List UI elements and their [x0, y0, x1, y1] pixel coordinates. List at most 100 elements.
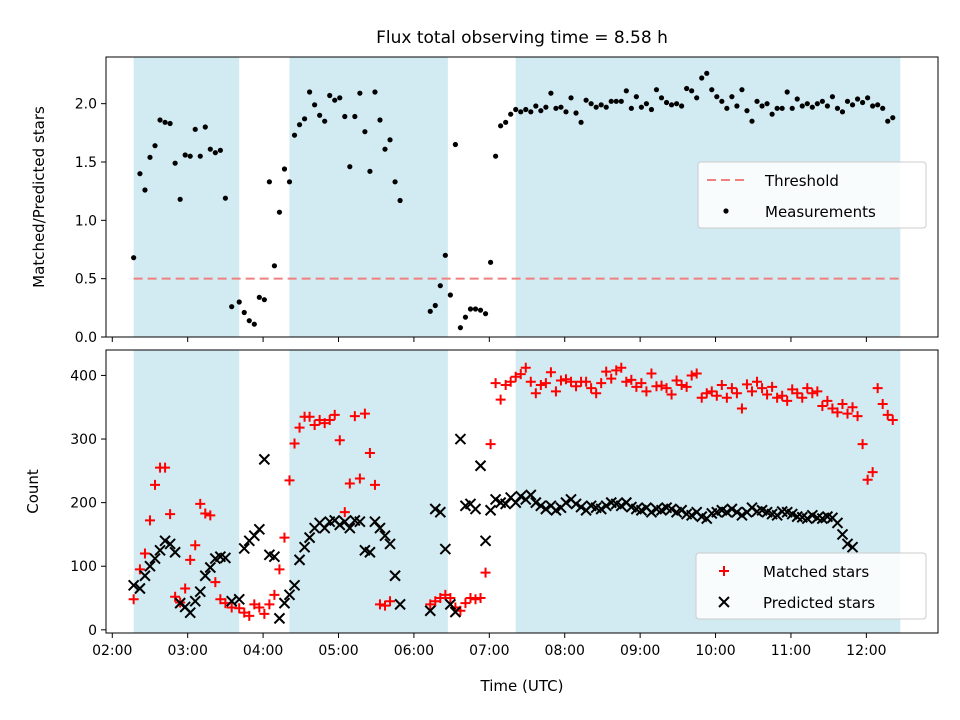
- measurement-point: [172, 160, 178, 166]
- measurement-point: [809, 104, 815, 110]
- legend-label: Measurements: [765, 203, 876, 221]
- matched-stars-point: [425, 599, 436, 610]
- measurement-point: [724, 105, 730, 111]
- matched-stars-point: [757, 383, 768, 394]
- measurement-point: [229, 304, 235, 310]
- predicted-stars-point: [253, 523, 266, 536]
- predicted-stars-point: [595, 503, 607, 515]
- measurement-point: [764, 101, 770, 107]
- matched-stars-point: [721, 392, 732, 403]
- matched-stars-point: [465, 593, 476, 604]
- measurement-point: [518, 109, 524, 115]
- matched-stars-point: [515, 369, 526, 380]
- measurement-point: [508, 111, 514, 117]
- measurement-point: [578, 119, 584, 125]
- measurement-point: [583, 97, 589, 103]
- predicted-stars-point: [736, 509, 748, 522]
- measurement-point: [447, 292, 453, 298]
- predicted-stars-point: [233, 593, 245, 606]
- matched-stars-point: [882, 409, 893, 420]
- measurement-point: [694, 95, 700, 101]
- matched-stars-point: [530, 388, 541, 399]
- measurement-point: [312, 102, 318, 108]
- predicted-stars-point: [273, 612, 286, 625]
- predicted-stars-point: [364, 546, 376, 558]
- axes-frame: [105, 349, 939, 634]
- matched-stars-point: [611, 365, 622, 376]
- measurement-point: [709, 87, 715, 93]
- measurement-point: [392, 179, 398, 185]
- measurement-point: [513, 106, 519, 113]
- measurement-point: [487, 259, 494, 265]
- measurement-point: [749, 118, 755, 124]
- measurement-point: [427, 308, 433, 314]
- measurement-point: [307, 89, 313, 95]
- matched-stars-point: [571, 381, 582, 392]
- matched-stars-point: [215, 594, 226, 605]
- matched-stars-point: [782, 395, 793, 406]
- measurement-point: [839, 109, 846, 115]
- matched-stars-point: [259, 608, 270, 619]
- measurement-point: [854, 96, 861, 102]
- matched-stars-point: [787, 384, 798, 395]
- measurement-point: [217, 147, 223, 153]
- measurement-point: [759, 103, 765, 109]
- predicted-stars-point: [394, 598, 406, 611]
- measurement-point: [658, 95, 665, 101]
- matched-stars-point: [144, 515, 155, 526]
- measurement-point: [613, 98, 619, 104]
- matched-stars-point: [430, 596, 441, 607]
- ratio-panel: 0.0 0.5 1.0 1.5 2.0 Matched/Predicted stars Th…: [30, 56, 939, 346]
- measurement-point: [633, 94, 639, 100]
- x-tick-label: 06:00: [394, 643, 434, 659]
- y-tick-label: 300: [70, 432, 97, 448]
- matched-stars-point: [205, 510, 216, 521]
- predicted-stars-point: [515, 490, 527, 502]
- measurement-point: [261, 297, 267, 303]
- predicted-stars-point: [303, 531, 316, 544]
- matched-stars-point: [762, 389, 773, 400]
- predicted-stars-point: [439, 543, 452, 555]
- legend-box: [697, 161, 927, 229]
- measurement-point: [432, 302, 438, 309]
- matched-stars-point: [354, 473, 365, 484]
- legend-label: Matched stars: [763, 563, 869, 581]
- legend-box: [695, 552, 927, 620]
- matched-stars-point: [309, 420, 320, 431]
- measurement-point: [281, 166, 288, 172]
- predicted-stars-point: [846, 541, 859, 553]
- predicted-stars-point: [134, 582, 146, 595]
- measurement-point: [192, 126, 198, 132]
- measurement-point: [222, 195, 228, 201]
- matched-stars-point: [772, 392, 783, 403]
- measurement-point: [477, 307, 484, 313]
- measurement-point: [187, 153, 193, 159]
- measurement-point: [271, 263, 278, 269]
- predicted-stars-point: [444, 598, 457, 611]
- measurement-point: [814, 101, 820, 107]
- matched-stars-point: [827, 403, 838, 414]
- measurement-point: [296, 122, 303, 128]
- matched-stars-point: [716, 379, 727, 390]
- measurement-point: [568, 95, 574, 101]
- measurement-point: [608, 98, 614, 104]
- matched-stars-point: [380, 600, 391, 611]
- measurement-point: [623, 88, 629, 94]
- measurement-point: [618, 98, 624, 104]
- predicted-stars-point: [258, 453, 271, 466]
- matched-stars-point: [711, 390, 722, 401]
- measurement-point: [819, 98, 825, 104]
- predicted-stars-point: [489, 493, 502, 506]
- matched-stars-point: [510, 371, 521, 382]
- measurement-point: [719, 98, 725, 104]
- measurement-point: [689, 88, 695, 94]
- matched-stars-point: [279, 532, 290, 543]
- predicted-stars-point: [530, 496, 542, 509]
- predicted-stars-point: [434, 506, 447, 518]
- matched-stars-point: [359, 408, 370, 419]
- measurement-point: [829, 94, 836, 100]
- matched-stars-point: [832, 407, 843, 418]
- matched-stars-point: [812, 386, 823, 397]
- matched-stars-point: [877, 399, 888, 410]
- matched-stars-point: [329, 409, 340, 420]
